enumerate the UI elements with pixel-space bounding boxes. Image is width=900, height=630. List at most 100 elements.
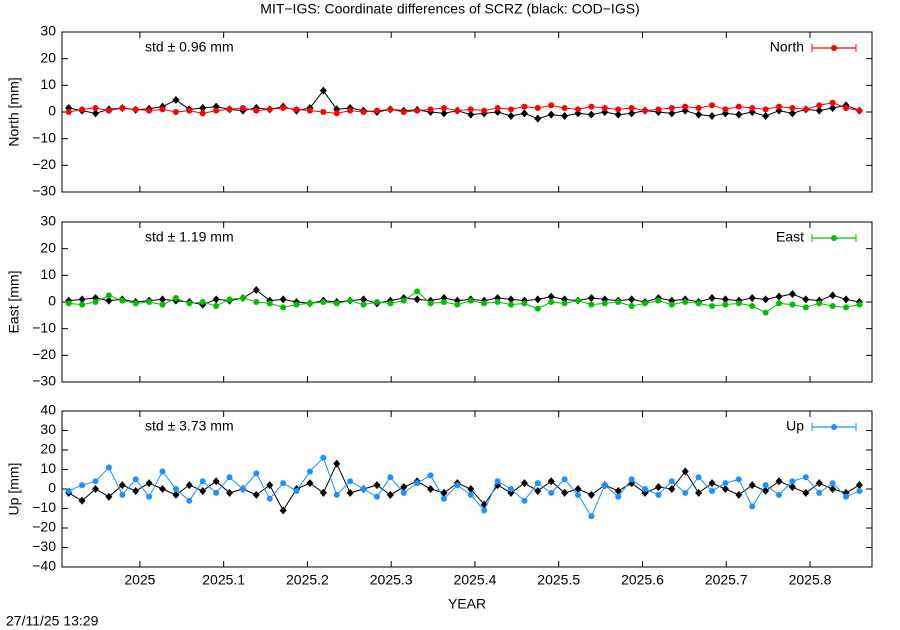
y-tick-label: 20	[40, 441, 56, 457]
point	[748, 481, 756, 490]
point	[320, 454, 327, 461]
point	[105, 492, 113, 501]
y-tick-label: 30	[40, 213, 56, 229]
y-tick-label: 10	[40, 266, 56, 282]
point	[346, 488, 354, 497]
point	[762, 486, 770, 495]
point	[105, 464, 112, 471]
point	[252, 490, 260, 499]
point	[788, 290, 796, 298]
point	[762, 112, 770, 120]
point	[360, 109, 367, 115]
point	[172, 96, 180, 104]
point	[266, 300, 273, 307]
point	[628, 105, 635, 111]
point	[252, 286, 260, 294]
point	[387, 106, 394, 113]
x-tick-label: 2025	[124, 572, 155, 588]
point	[92, 109, 100, 118]
point	[239, 486, 246, 492]
point	[722, 301, 729, 308]
point	[347, 297, 354, 304]
point	[762, 309, 769, 316]
x-tick-label: 2025.1	[202, 572, 245, 588]
point	[119, 105, 126, 111]
point	[92, 478, 99, 485]
point	[681, 467, 689, 476]
point	[400, 297, 407, 304]
point	[547, 477, 555, 486]
x-tick-label: 2025.5	[537, 572, 580, 588]
point	[521, 497, 528, 504]
y-tick-label: −30	[32, 538, 56, 554]
point	[548, 102, 555, 109]
point	[816, 300, 823, 307]
x-tick-label: 2025.3	[370, 572, 413, 588]
point	[413, 295, 421, 304]
point	[735, 490, 743, 499]
point	[146, 299, 153, 305]
point	[574, 297, 581, 304]
point	[534, 486, 542, 495]
point	[454, 107, 461, 114]
point	[105, 107, 112, 114]
point	[843, 493, 850, 500]
point	[159, 468, 166, 475]
point	[829, 104, 837, 112]
point	[414, 107, 421, 114]
point	[132, 486, 140, 495]
point	[105, 292, 112, 299]
point	[507, 106, 514, 113]
point	[78, 496, 86, 505]
point	[320, 299, 327, 305]
point	[92, 105, 99, 111]
y-tick-label: 0	[48, 103, 56, 119]
point	[280, 480, 287, 487]
point	[132, 106, 139, 113]
point	[816, 102, 823, 109]
point	[118, 481, 126, 490]
point	[172, 490, 180, 499]
point	[467, 297, 474, 304]
point	[668, 109, 676, 118]
chart-title: MIT−IGS: Coordinate differences of SCRZ …	[260, 1, 639, 17]
point	[547, 110, 555, 119]
point	[802, 488, 810, 497]
point	[587, 490, 595, 499]
point	[387, 300, 394, 307]
point	[467, 110, 475, 119]
point	[212, 295, 220, 304]
legend-marker	[831, 424, 837, 430]
point	[802, 106, 809, 113]
point	[520, 109, 528, 118]
point	[534, 114, 542, 123]
point	[159, 106, 166, 113]
point	[119, 491, 126, 498]
point	[521, 103, 528, 110]
point	[373, 493, 380, 500]
point	[709, 303, 716, 309]
point	[574, 485, 582, 493]
point	[829, 480, 836, 487]
point	[856, 487, 863, 494]
point	[186, 497, 193, 504]
point	[132, 476, 139, 483]
y-axis-label: Up [mm]	[6, 463, 22, 516]
point	[521, 300, 528, 307]
point	[641, 300, 648, 307]
point	[628, 476, 635, 483]
point	[655, 491, 662, 498]
y-tick-label: −20	[32, 156, 56, 172]
point	[789, 478, 796, 485]
y-tick-label: −10	[32, 319, 56, 335]
point	[655, 106, 662, 113]
point	[226, 106, 233, 113]
point	[561, 488, 569, 497]
point	[347, 107, 354, 114]
point	[440, 105, 447, 111]
x-tick-label: 2025.2	[286, 572, 329, 588]
point	[842, 295, 850, 304]
point	[454, 482, 461, 489]
point	[360, 486, 367, 492]
point	[682, 299, 689, 305]
